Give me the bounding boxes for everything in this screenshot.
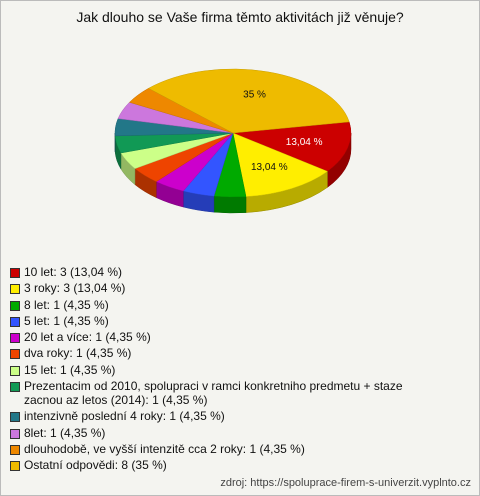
source: zdroj: https://spoluprace-firem-s-univer… <box>220 477 471 489</box>
legend-label: 3 roky: 3 (13,04 %) <box>24 281 126 296</box>
legend-label: Ostatní odpovědi: 8 (35 %) <box>24 458 167 473</box>
legend-item: Ostatní odpovědi: 8 (35 %) <box>10 458 434 472</box>
legend-swatch <box>10 300 20 311</box>
legend-item: Prezentacim od 2010, spolupraci v ramci … <box>10 379 434 407</box>
legend-label: intenzivně poslední 4 roky: 1 (4,35 %) <box>24 409 225 424</box>
legend-item: 20 let a více: 1 (4,35 %) <box>10 330 434 344</box>
legend-label: dva roky: 1 (4,35 %) <box>24 346 132 361</box>
legend-swatch <box>10 428 20 439</box>
legend-label: dlouhodobě, ve vyšší intenzitě cca 2 rok… <box>24 441 305 456</box>
legend-label: Prezentacim od 2010, spolupraci v ramci … <box>24 379 403 408</box>
chart-title: Jak dlouho se Vaše firma těmto aktivitác… <box>76 9 404 25</box>
legend-swatch <box>10 268 20 278</box>
slice-side <box>213 195 247 214</box>
legend-swatch <box>10 461 20 472</box>
legend-swatch <box>10 349 20 360</box>
legend-item: intenzivně poslední 4 roky: 1 (4,35 %) <box>10 409 434 423</box>
legend-label: 8 let: 1 (4,35 %) <box>24 297 109 312</box>
slice <box>232 121 352 172</box>
legend-item: dva roky: 1 (4,35 %) <box>10 346 434 360</box>
legend-label: 5 let: 1 (4,35 %) <box>24 313 109 328</box>
legend: 10 let: 3 (13,04 %) 3 roky: 3 (13,04 %) 8 … <box>10 265 434 475</box>
data-label: 13,04 % <box>251 162 288 173</box>
legend-swatch <box>10 333 20 344</box>
legend-swatch <box>10 316 20 327</box>
legend-item: 15 let: 1 (4,35 %) <box>10 363 434 377</box>
data-label: 35 % <box>243 90 266 101</box>
data-label: 13,04 % <box>286 137 323 148</box>
slice <box>232 132 328 197</box>
legend-swatch <box>10 382 20 393</box>
legend-label: 15 let: 1 (4,35 %) <box>24 362 116 377</box>
legend-item: 8let: 1 (4,35 %) <box>10 426 434 440</box>
legend-swatch <box>10 365 20 376</box>
pie-area: 13,04 % 13,04 % 35 % <box>114 68 352 214</box>
legend-item: 3 roky: 3 (13,04 %) <box>10 281 434 295</box>
legend-label: 8let: 1 (4,35 %) <box>24 425 106 440</box>
legend-label: 10 let: 3 (13,04 %) <box>24 265 123 279</box>
legend-swatch <box>10 284 20 295</box>
legend-item: 5 let: 1 (4,35 %) <box>10 314 434 328</box>
legend-item: 8 let: 1 (4,35 %) <box>10 298 434 312</box>
legend-item: dlouhodobě, ve vyšší intenzitě cca 2 rok… <box>10 442 434 456</box>
legend-item: 10 let: 3 (13,04 %) <box>10 265 434 279</box>
legend-swatch <box>10 412 20 423</box>
legend-label: 20 let a více: 1 (4,35 %) <box>24 330 151 345</box>
legend-swatch <box>10 444 20 455</box>
slice <box>148 68 350 134</box>
